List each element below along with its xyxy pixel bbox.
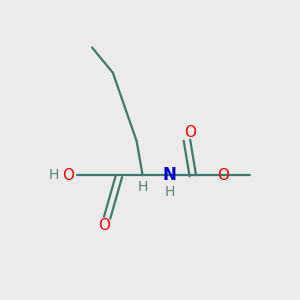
Text: N: N <box>162 166 176 184</box>
Text: H: H <box>137 180 148 194</box>
Text: O: O <box>98 218 110 233</box>
Text: O: O <box>184 125 196 140</box>
Text: H: H <box>49 168 59 182</box>
Text: O: O <box>62 168 74 183</box>
Text: O: O <box>217 168 229 183</box>
Text: H: H <box>164 184 175 199</box>
